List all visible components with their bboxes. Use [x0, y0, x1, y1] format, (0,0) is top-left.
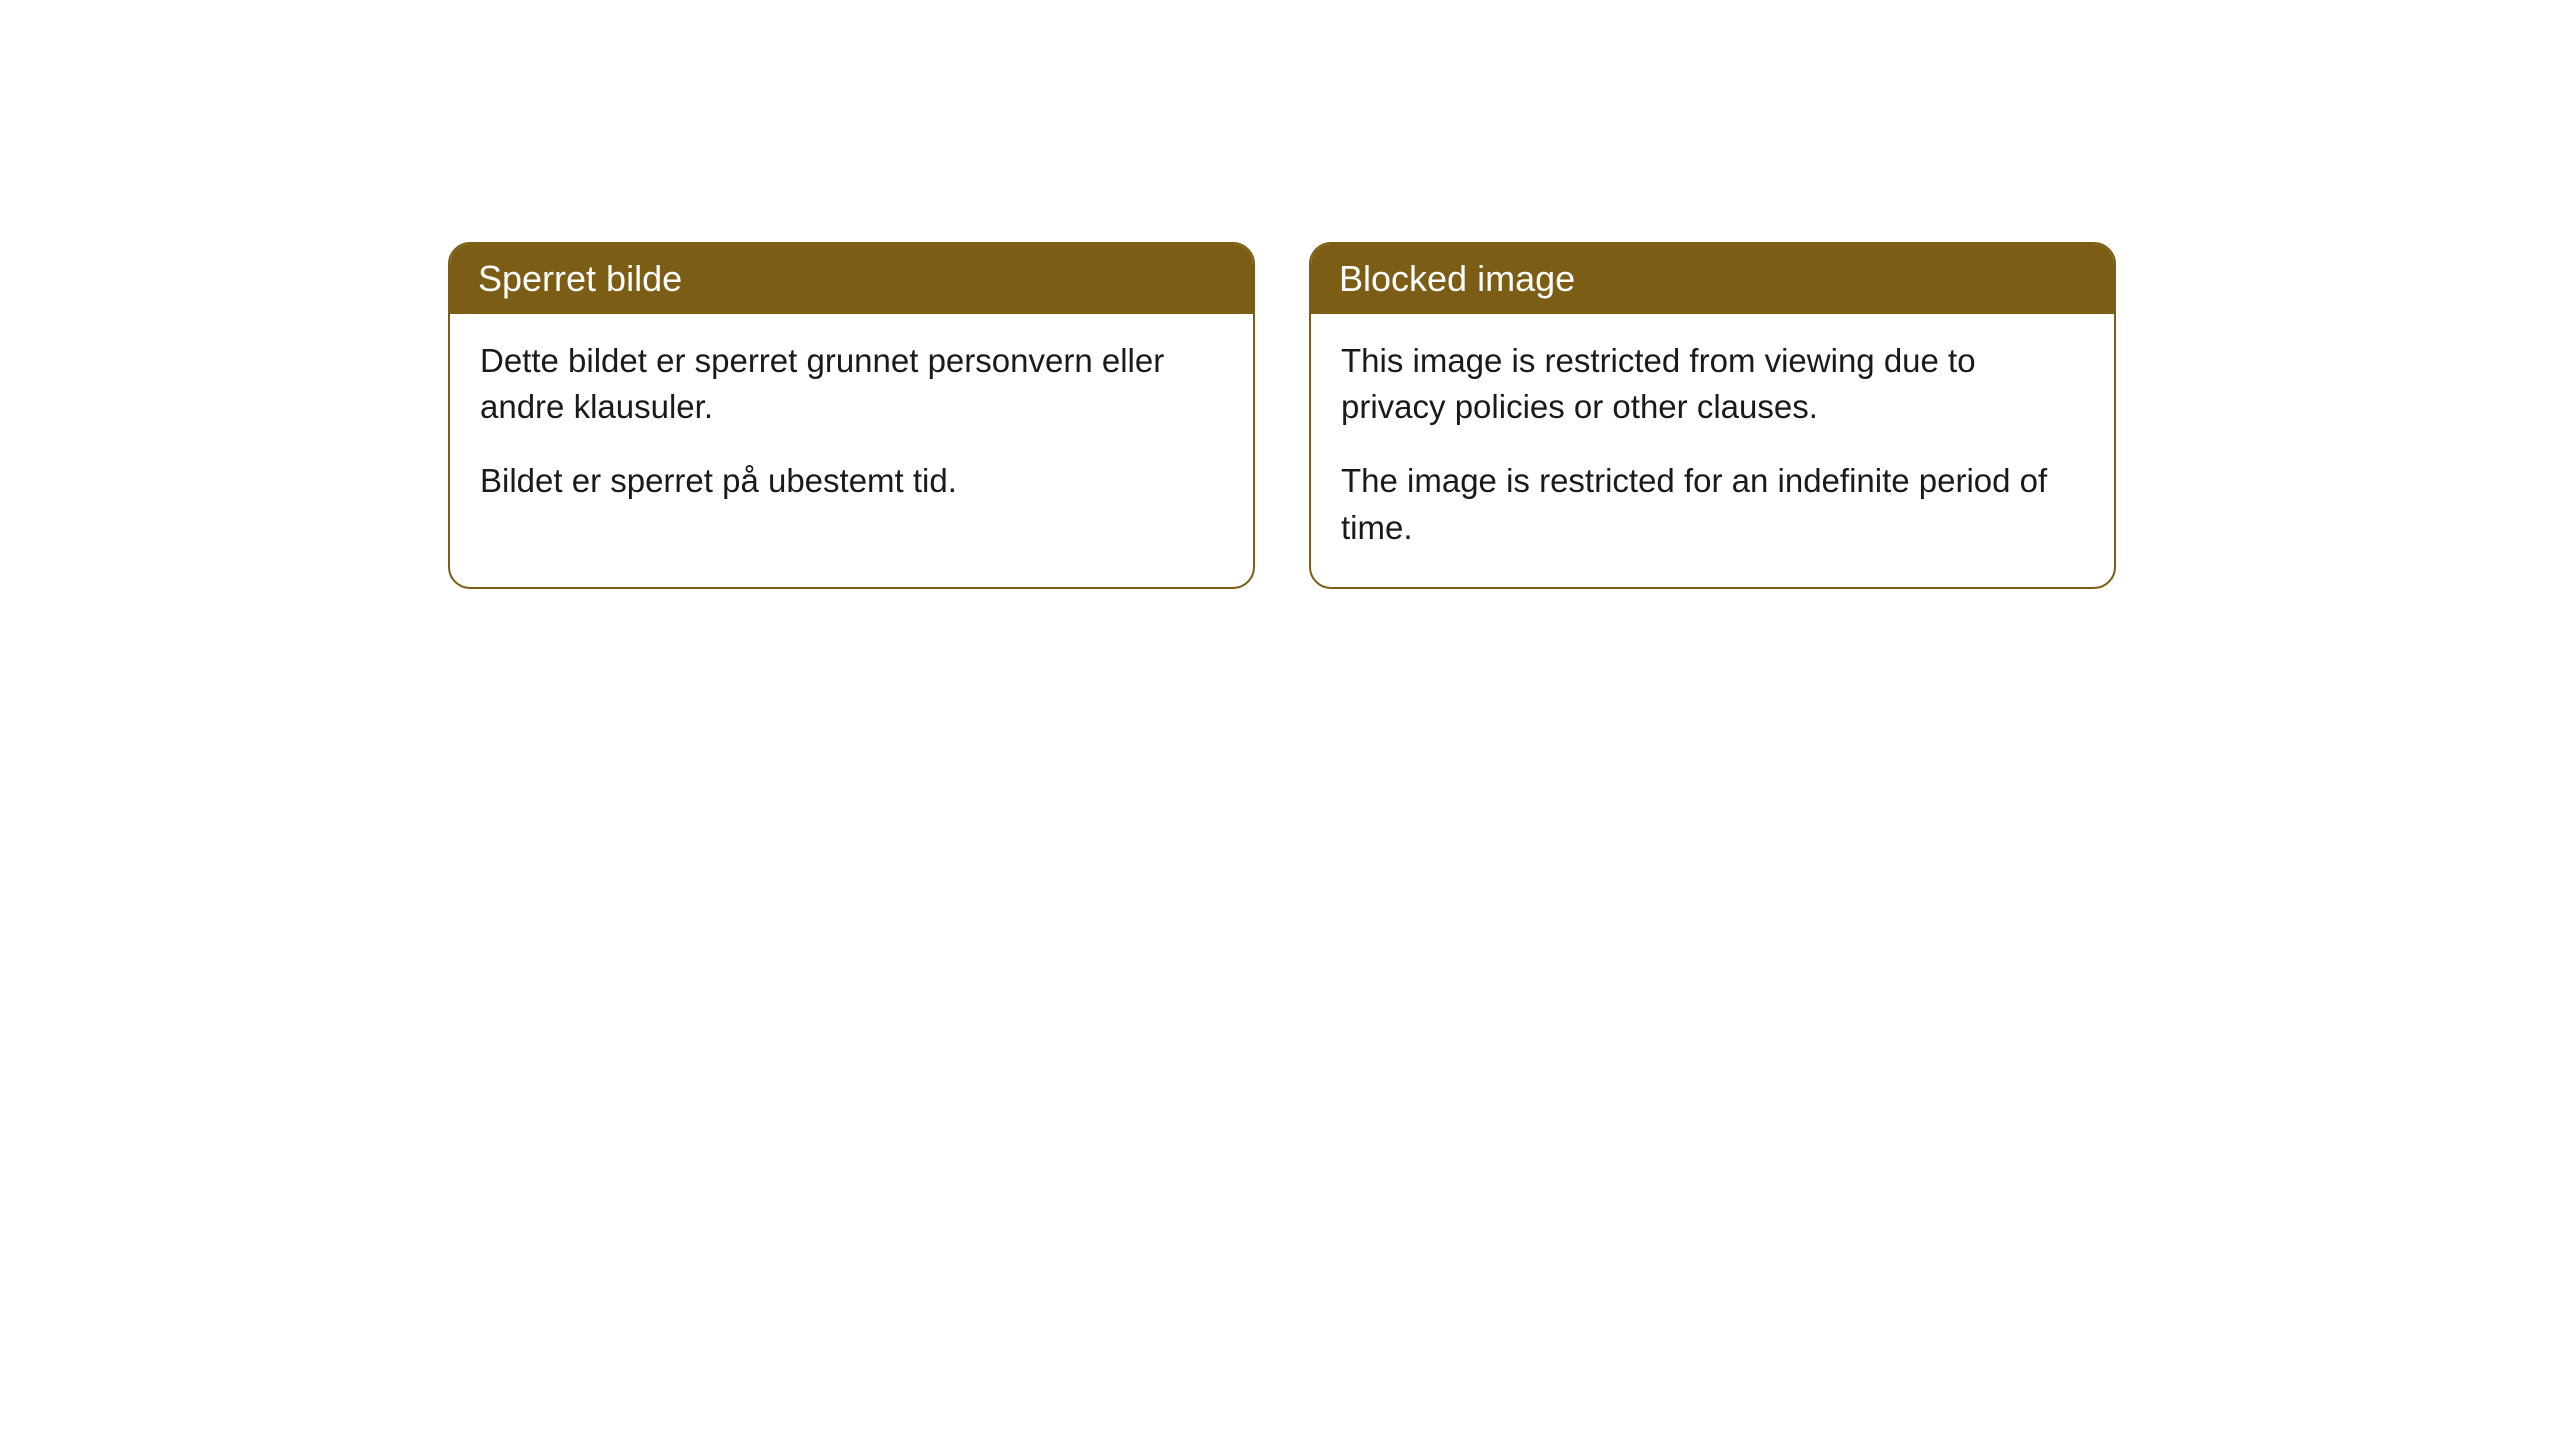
card-paragraph-1-english: This image is restricted from viewing du…	[1341, 338, 2084, 430]
cards-container: Sperret bilde Dette bildet er sperret gr…	[448, 242, 2560, 589]
blocked-image-card-english: Blocked image This image is restricted f…	[1309, 242, 2116, 589]
card-body-english: This image is restricted from viewing du…	[1311, 314, 2114, 587]
card-body-norwegian: Dette bildet er sperret grunnet personve…	[450, 314, 1253, 541]
card-header-english: Blocked image	[1311, 244, 2114, 314]
card-paragraph-1-norwegian: Dette bildet er sperret grunnet personve…	[480, 338, 1223, 430]
card-paragraph-2-english: The image is restricted for an indefinit…	[1341, 458, 2084, 550]
card-paragraph-2-norwegian: Bildet er sperret på ubestemt tid.	[480, 458, 1223, 504]
blocked-image-card-norwegian: Sperret bilde Dette bildet er sperret gr…	[448, 242, 1255, 589]
card-header-norwegian: Sperret bilde	[450, 244, 1253, 314]
